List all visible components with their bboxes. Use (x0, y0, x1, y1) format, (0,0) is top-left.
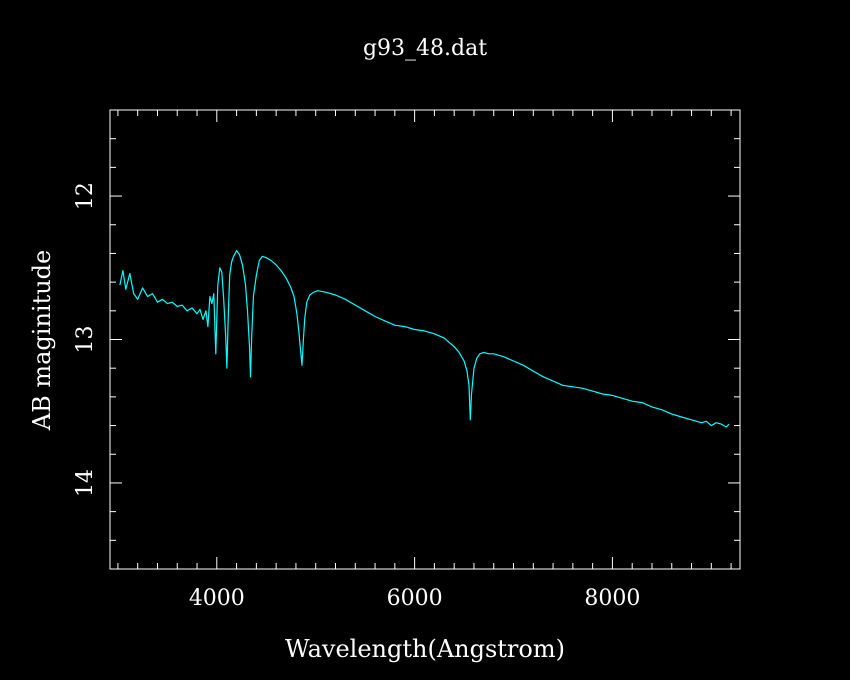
spectrum-line (119, 250, 730, 428)
x-tick-label: 6000 (387, 586, 443, 611)
x-axis-ticks (117, 110, 732, 569)
y-axis-ticks (110, 109, 740, 570)
y-tick-label: 13 (73, 326, 98, 354)
x-tick-label: 4000 (189, 586, 245, 611)
y-axis-label: AB maginitude (28, 250, 56, 432)
x-tick-label: 8000 (584, 586, 640, 611)
y-tick-label: 12 (73, 182, 98, 210)
x-axis-tick-labels: 4000 6000 8000 (189, 586, 641, 611)
chart-title: g93_48.dat (363, 36, 487, 61)
x-axis-label: Wavelength(Angstrom) (285, 635, 565, 663)
y-axis-tick-labels: 12 13 14 (73, 182, 98, 497)
plot-frame (109, 109, 741, 570)
y-tick-label: 14 (73, 469, 98, 497)
